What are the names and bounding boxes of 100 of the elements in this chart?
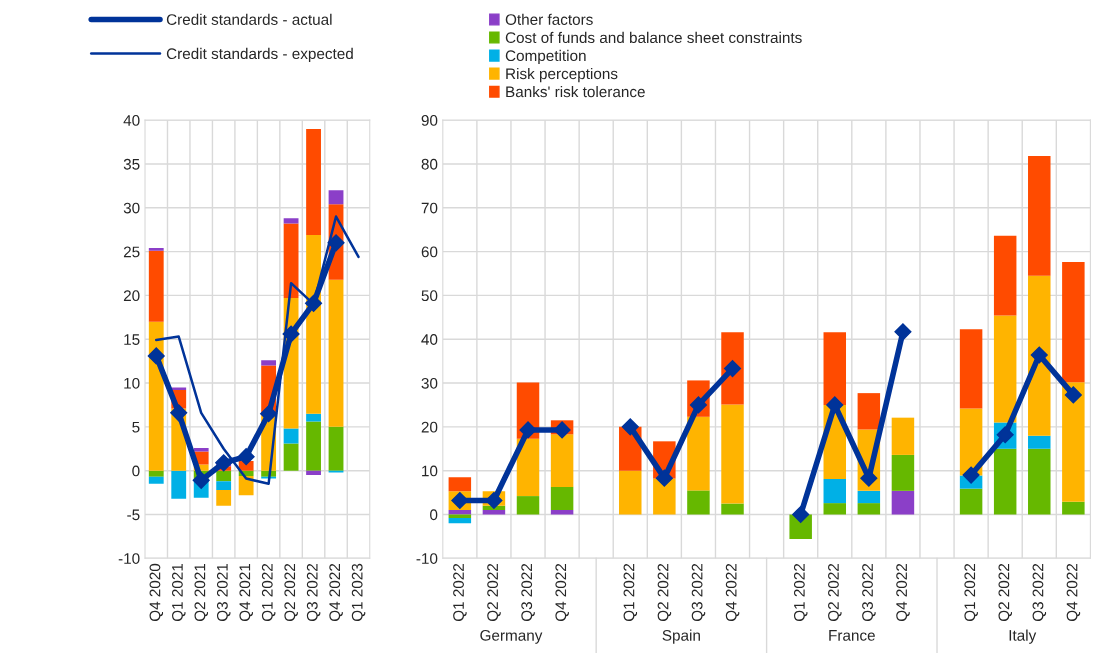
bar	[448, 518, 472, 524]
bar	[148, 250, 164, 322]
bar	[823, 332, 847, 405]
bar	[283, 443, 299, 471]
x-tick-label: Q1 2022	[453, 563, 467, 622]
legend-label: Risk perceptions	[506, 67, 618, 83]
bar	[721, 503, 744, 515]
point	[485, 491, 503, 510]
bar	[687, 416, 710, 491]
bar	[993, 235, 1017, 316]
bar	[216, 489, 232, 506]
bar	[1062, 262, 1085, 383]
x-tick-label: Q4 2022	[896, 563, 910, 622]
point	[621, 418, 639, 436]
point	[553, 421, 571, 439]
bar	[1028, 275, 1051, 436]
bar	[216, 481, 232, 490]
bar	[306, 470, 321, 476]
text: France	[829, 630, 875, 641]
bar	[306, 421, 321, 471]
bar	[171, 387, 187, 391]
point	[215, 454, 233, 472]
x-tick-label: Q4 2020	[149, 563, 164, 622]
text: Italy	[1009, 629, 1037, 644]
x-tick-label: Q2 2022	[998, 563, 1013, 622]
point	[147, 347, 165, 365]
point	[962, 466, 980, 484]
y-tick-label: -10	[118, 553, 140, 564]
x-tick-label: Q3 2022	[691, 563, 706, 622]
x-tick-label: Q1 2023	[351, 563, 366, 622]
x-tick-label: Q2 2022	[828, 563, 842, 622]
bar	[171, 470, 187, 499]
y-tick-label: 40	[421, 334, 438, 345]
y-tick-label: 80	[421, 158, 438, 170]
bar	[516, 496, 540, 515]
y-tick-label: 0	[132, 465, 140, 477]
bar	[306, 128, 321, 235]
line-series	[155, 215, 360, 486]
x-tick-label: Q2 2022	[284, 563, 298, 622]
x-tick-label: Q3 2022	[1032, 563, 1047, 622]
bar	[891, 454, 915, 491]
x-tick-label: Q1 2022	[793, 563, 808, 622]
point	[1030, 346, 1048, 364]
bar	[550, 434, 574, 487]
x-tick-label: Q3 2022	[306, 563, 321, 622]
bar	[1062, 501, 1085, 515]
x-tick-label: Q3 2022	[862, 563, 876, 622]
bar	[687, 490, 710, 515]
bar	[216, 470, 232, 482]
point	[792, 505, 810, 524]
legend-label: Credit standards - expected	[166, 47, 353, 63]
bar	[148, 476, 164, 484]
y-tick-label: -10	[416, 553, 438, 564]
y-tick-label: 60	[421, 246, 438, 258]
bar	[448, 514, 472, 518]
bar	[721, 404, 744, 504]
x-tick-label: Q1 2021	[172, 563, 186, 622]
bar	[550, 486, 574, 511]
legend-label: Banks' risk tolerance	[506, 85, 645, 98]
x-tick-label: Q2 2022	[487, 563, 501, 622]
y-tick-label: 10	[124, 377, 140, 389]
legend-label: Credit standards - actual	[166, 13, 332, 25]
bar	[823, 479, 847, 504]
y-tick-label: 50	[421, 290, 438, 302]
bar	[283, 428, 299, 444]
x-tick-label: Q4 2022	[329, 563, 343, 622]
point	[655, 469, 673, 487]
y-tick-label: 15	[124, 334, 140, 345]
x-tick-label: Q1 2022	[261, 563, 276, 622]
y-tick-label: 90	[421, 115, 438, 126]
bar	[1028, 435, 1051, 449]
point	[260, 405, 278, 423]
text: Germany	[480, 629, 543, 644]
point	[894, 323, 912, 341]
text: Spain	[662, 629, 700, 644]
bar	[619, 470, 642, 515]
y-tick-label: 10	[422, 465, 438, 477]
y-tick-label: -5	[127, 509, 140, 521]
x-tick-label: Q4 2022	[725, 563, 740, 622]
bar	[283, 218, 299, 224]
point	[170, 404, 188, 422]
bar	[328, 426, 344, 471]
bar	[328, 190, 344, 205]
point	[237, 448, 255, 466]
legend-label: Cost of funds and balance sheet constraints	[505, 31, 802, 44]
point	[1064, 386, 1082, 404]
x-tick-label: Q2 2021	[194, 563, 209, 622]
legend-label: Other factors	[505, 13, 593, 25]
bar	[993, 315, 1017, 423]
bar	[857, 503, 881, 515]
bar	[891, 417, 915, 455]
y-tick-label: 40	[123, 115, 140, 126]
y-tick-label: 0	[430, 509, 438, 521]
bar	[857, 393, 881, 430]
bar	[823, 503, 847, 515]
bar	[328, 279, 344, 427]
x-tick-label: Q1 2022	[623, 563, 638, 622]
y-tick-label: 30	[421, 377, 438, 389]
bar	[148, 470, 164, 477]
point	[519, 421, 537, 439]
